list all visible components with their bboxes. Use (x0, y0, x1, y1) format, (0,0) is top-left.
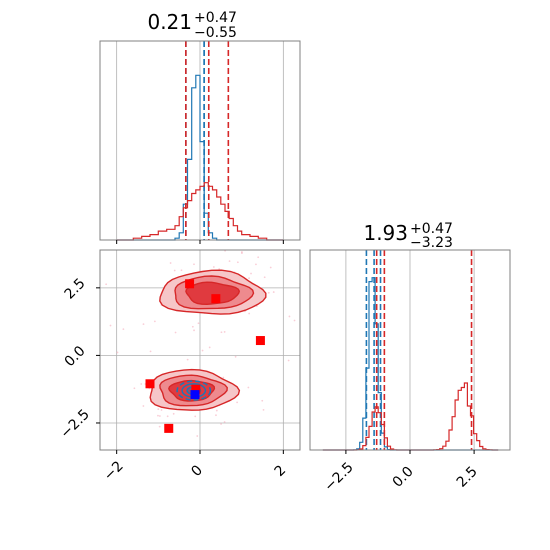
red-marker (211, 294, 221, 304)
sample-dot (122, 328, 125, 331)
red-marker (255, 336, 265, 346)
sample-dot (247, 386, 250, 389)
sample-dot (248, 277, 250, 280)
sample-dot (287, 359, 290, 362)
sample-dot (220, 423, 222, 425)
sample-dot (109, 324, 112, 327)
sample-dot (257, 256, 260, 259)
sample-dot (267, 291, 270, 294)
panel-title-value: 1.93 (363, 221, 408, 245)
histogram-red (116, 182, 284, 241)
red-marker (185, 279, 195, 289)
sample-dot (140, 383, 143, 385)
sample-dot (212, 266, 215, 268)
red-marker (164, 423, 174, 433)
joint-plot-area (100, 250, 300, 450)
sample-dot (228, 260, 231, 263)
sample-dot (166, 415, 169, 418)
sample-dot (234, 355, 237, 358)
sample-dot (248, 312, 251, 315)
red-marker (191, 384, 201, 394)
sample-dot (142, 323, 145, 326)
sample-dot (149, 350, 152, 353)
sample-dot (142, 405, 145, 407)
sample-dot (215, 414, 217, 417)
marginal-histogram-param-1: 0.21 +0.47−0.55 (99, 10, 301, 244)
panel-title-lower: −3.23 (410, 235, 453, 251)
sample-dot (255, 263, 257, 266)
sample-dot (288, 315, 291, 318)
sample-dot (194, 415, 197, 418)
sample-dot (222, 376, 225, 379)
sample-dot (236, 261, 239, 264)
sample-dot (263, 276, 266, 279)
sample-dot (223, 331, 226, 333)
sample-dot (250, 272, 252, 275)
sample-dot (172, 412, 175, 415)
sample-dot (215, 409, 218, 412)
sample-dot (201, 349, 204, 352)
red-marker (145, 379, 155, 389)
sample-dot (157, 408, 160, 411)
panel-title-upper: +0.47 (410, 221, 453, 237)
sample-dot (193, 329, 195, 332)
sample-dot (157, 414, 159, 417)
sample-dot (241, 251, 243, 253)
sample-dot (223, 421, 226, 423)
sample-dot (218, 268, 221, 270)
sample-dot (169, 262, 172, 264)
blue-contour-level (176, 380, 212, 401)
sample-dot (174, 331, 177, 334)
red-contour-level (185, 281, 241, 306)
sample-dot (158, 415, 161, 417)
panel-title-upper: +0.47 (194, 10, 237, 26)
sample-dot (173, 269, 176, 272)
sample-dot (133, 387, 136, 390)
sample-dot (261, 399, 264, 402)
sample-dot (272, 291, 275, 293)
sample-dot (116, 351, 119, 354)
sample-dot (236, 401, 239, 404)
sample-dot (269, 266, 272, 269)
panel-title-lower: −0.55 (194, 25, 237, 41)
blue-marker (190, 390, 200, 400)
sample-dot (262, 408, 265, 411)
sample-dot (186, 358, 189, 361)
sample-dot (196, 435, 199, 437)
sample-dot (208, 346, 211, 349)
sample-dot (105, 283, 108, 286)
sample-dot (193, 263, 195, 266)
sample-dot (191, 325, 194, 328)
sample-dot (180, 269, 183, 272)
sample-dot (293, 319, 296, 322)
sample-dot (160, 409, 163, 411)
sample-dot (158, 425, 161, 428)
sample-dot (197, 322, 200, 325)
sample-dot (153, 320, 156, 323)
panel-title-value: 0.21 (147, 10, 192, 34)
sample-dot (220, 331, 223, 334)
